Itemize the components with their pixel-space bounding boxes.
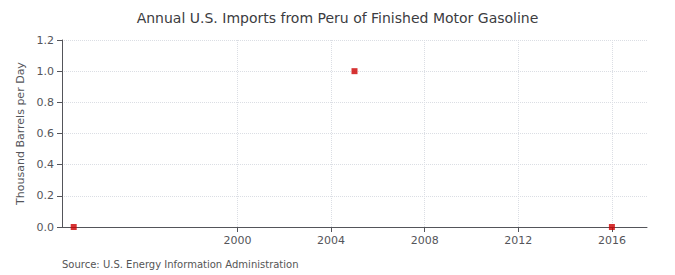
svg-text:0.4: 0.4: [37, 158, 55, 171]
svg-text:2008: 2008: [411, 234, 439, 247]
svg-text:2000: 2000: [224, 234, 252, 247]
svg-text:2016: 2016: [598, 234, 626, 247]
svg-text:0.6: 0.6: [37, 127, 55, 140]
svg-text:Annual U.S. Imports from Peru: Annual U.S. Imports from Peru of Finishe…: [137, 10, 539, 26]
svg-text:Source: U.S. Energy Informatio: Source: U.S. Energy Information Administ…: [62, 259, 299, 270]
svg-text:2004: 2004: [317, 234, 345, 247]
svg-text:0.0: 0.0: [37, 221, 55, 234]
svg-text:0.2: 0.2: [37, 189, 55, 202]
svg-text:1.0: 1.0: [37, 65, 55, 78]
svg-text:Thousand Barrels per Day: Thousand Barrels per Day: [14, 62, 27, 206]
svg-text:0.8: 0.8: [37, 96, 55, 109]
svg-text:2012: 2012: [504, 234, 532, 247]
svg-text:1.2: 1.2: [37, 34, 55, 47]
